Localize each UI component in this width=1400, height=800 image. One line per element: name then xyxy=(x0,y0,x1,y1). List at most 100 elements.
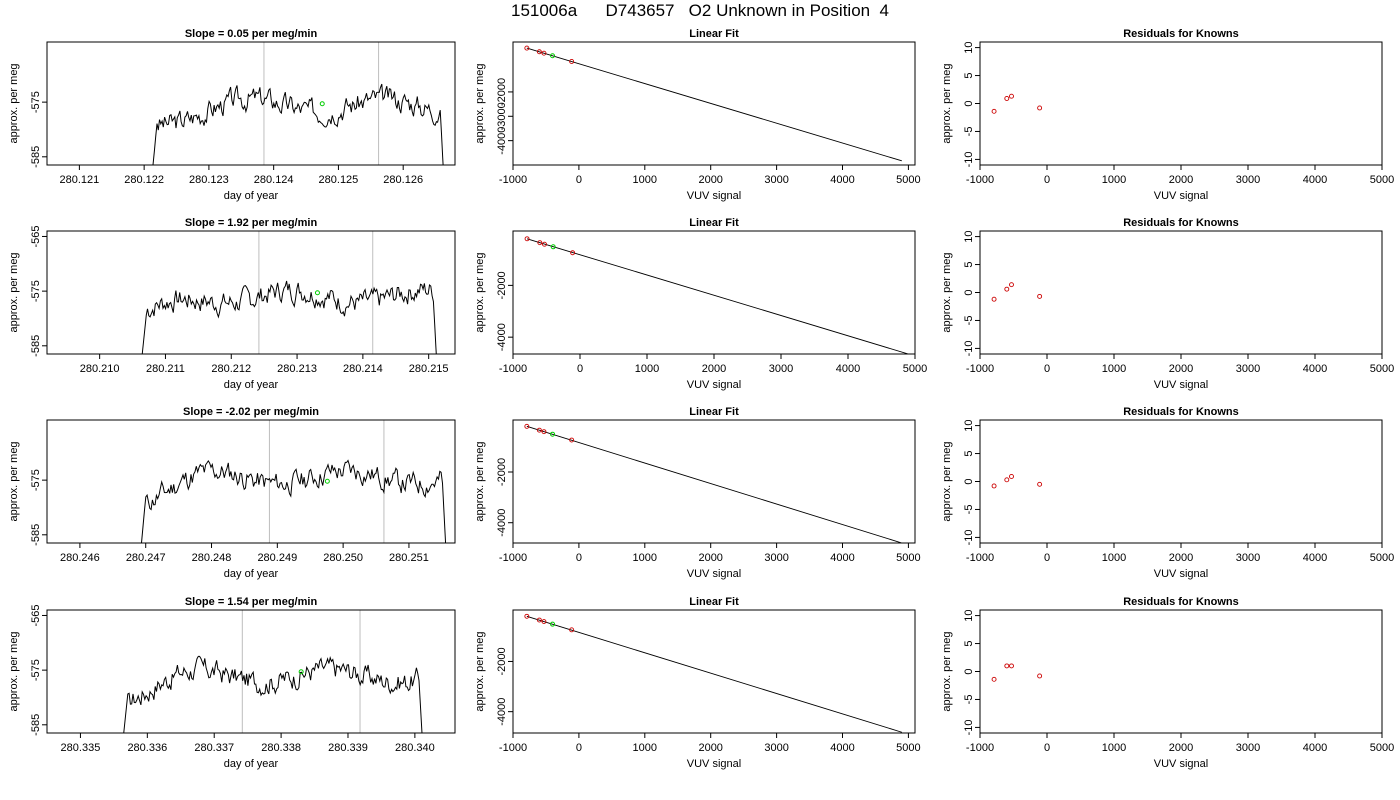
x-tick-label: 280.126 xyxy=(383,174,423,186)
plot-frame xyxy=(979,230,1383,355)
known-point xyxy=(524,613,530,619)
known-point xyxy=(524,423,530,429)
y-axis-label: approx. per meg xyxy=(474,441,486,521)
y-tick-label: -5 xyxy=(963,505,975,515)
x-tick-label: 280.123 xyxy=(189,174,229,186)
x-tick-label: 280.122 xyxy=(124,174,164,186)
y-tick-label: -2000 xyxy=(496,78,508,106)
plot-frame xyxy=(46,609,456,734)
x-tick-label: 0 xyxy=(576,174,582,186)
plot-area xyxy=(524,613,902,733)
fit-line xyxy=(526,238,909,354)
y-tick-label: -2000 xyxy=(496,647,508,675)
signal-trace xyxy=(140,459,447,543)
known-point xyxy=(536,427,542,433)
y-axis-label: approx. per meg xyxy=(941,252,953,332)
x-tick-label: 280.335 xyxy=(61,742,101,754)
x-axis-label: VUV signal xyxy=(687,758,741,770)
y-tick-label: 0 xyxy=(963,289,975,295)
figure-title: 151006a D743657 O2 Unknown in Position 4 xyxy=(510,1,890,20)
known-point xyxy=(524,45,530,51)
x-tick-label: 280.125 xyxy=(319,174,359,186)
y-axis-label: approx. per meg xyxy=(8,441,20,521)
y-tick-label: 5 xyxy=(963,450,975,456)
panel-fit-1: Linear Fit -1000 0 1000 2000 3000 4000 5000 -200… xyxy=(474,28,921,202)
y-tick-label: -585 xyxy=(30,524,42,546)
x-tick-label: 4000 xyxy=(1303,174,1327,186)
x-tick-label: 3000 xyxy=(764,742,788,754)
plot-area xyxy=(991,474,1043,489)
residual-point xyxy=(991,483,997,489)
x-tick-label: 1000 xyxy=(633,742,657,754)
x-tick-label: 3000 xyxy=(764,174,788,186)
x-tick-label: 0 xyxy=(576,552,582,564)
x-axis-label: VUV signal xyxy=(1154,190,1208,202)
unknown-mean-point xyxy=(319,101,325,107)
known-point xyxy=(541,619,547,624)
x-tick-label: 280.247 xyxy=(126,552,166,564)
x-tick-label: 5000 xyxy=(896,174,920,186)
residual-point xyxy=(1037,481,1043,487)
y-tick-label: -565 xyxy=(30,604,42,626)
panel-resid-2: Residuals for Knowns -1000 0 1000 2000 3000 40… xyxy=(941,217,1394,391)
plot-frame xyxy=(979,41,1383,166)
unknown-point xyxy=(550,431,556,437)
panel-trace-3: Slope = -2.02 per meg/min 280.246 280.247 2… xyxy=(8,406,456,580)
y-tick-label: -2000 xyxy=(496,271,508,299)
y-tick-label: -585 xyxy=(30,335,42,357)
x-tick-label: 1000 xyxy=(1102,552,1126,564)
x-tick-label: 280.249 xyxy=(257,552,297,564)
y-axis-label: approx. per meg xyxy=(474,631,486,711)
residual-point xyxy=(991,296,997,302)
known-point xyxy=(536,617,542,623)
x-tick-label: 2000 xyxy=(1169,363,1193,375)
unknown-mean-point xyxy=(298,669,304,675)
unknown-mean-point xyxy=(314,290,320,296)
signal-trace xyxy=(141,280,437,354)
x-axis-label: day of year xyxy=(224,190,279,202)
x-tick-label: 0 xyxy=(1044,552,1050,564)
unknown-point xyxy=(550,244,556,250)
panel-title: Linear Fit xyxy=(689,596,739,608)
x-tick-label: -1000 xyxy=(499,742,527,754)
plot-area xyxy=(141,231,437,354)
residual-point xyxy=(991,676,997,682)
panel-resid-3: Residuals for Knowns -1000 0 1000 2000 3000 40… xyxy=(941,406,1394,580)
y-tick-label: -575 xyxy=(30,280,42,302)
signal-trace xyxy=(152,83,444,165)
y-tick-label: 10 xyxy=(963,609,975,621)
x-tick-label: 0 xyxy=(1044,363,1050,375)
y-tick-label: -575 xyxy=(30,469,42,491)
fit-line xyxy=(526,615,902,733)
y-tick-label: 5 xyxy=(963,640,975,646)
x-axis-label: day of year xyxy=(224,568,279,580)
y-tick-label: -575 xyxy=(30,91,42,113)
y-tick-label: -4000 xyxy=(496,509,508,537)
x-tick-label: 4000 xyxy=(836,363,860,375)
plot-area xyxy=(524,45,902,162)
x-tick-label: 5000 xyxy=(1370,552,1394,564)
x-tick-label: 3000 xyxy=(1236,363,1260,375)
x-tick-label: 3000 xyxy=(764,552,788,564)
x-tick-label: 4000 xyxy=(830,552,854,564)
x-tick-label: -1000 xyxy=(499,174,527,186)
x-axis-label: VUV signal xyxy=(687,379,741,391)
known-point xyxy=(541,429,547,435)
x-tick-label: 5000 xyxy=(896,742,920,754)
y-tick-label: 0 xyxy=(963,668,975,674)
y-tick-label: 10 xyxy=(963,41,975,53)
y-tick-label: -10 xyxy=(963,719,975,735)
known-point xyxy=(569,59,575,64)
plot-frame xyxy=(512,41,916,166)
y-tick-label: 5 xyxy=(963,72,975,78)
x-tick-label: 280.124 xyxy=(254,174,294,186)
plot-area xyxy=(123,610,423,733)
y-tick-label: 0 xyxy=(963,478,975,484)
plot-area xyxy=(991,282,1043,302)
panel-title: Linear Fit xyxy=(689,217,739,229)
panel-title: Slope = 0.05 per meg/min xyxy=(185,28,318,40)
y-tick-label: 5 xyxy=(963,261,975,267)
x-tick-label: 1000 xyxy=(1102,174,1126,186)
plot-area xyxy=(524,423,902,543)
